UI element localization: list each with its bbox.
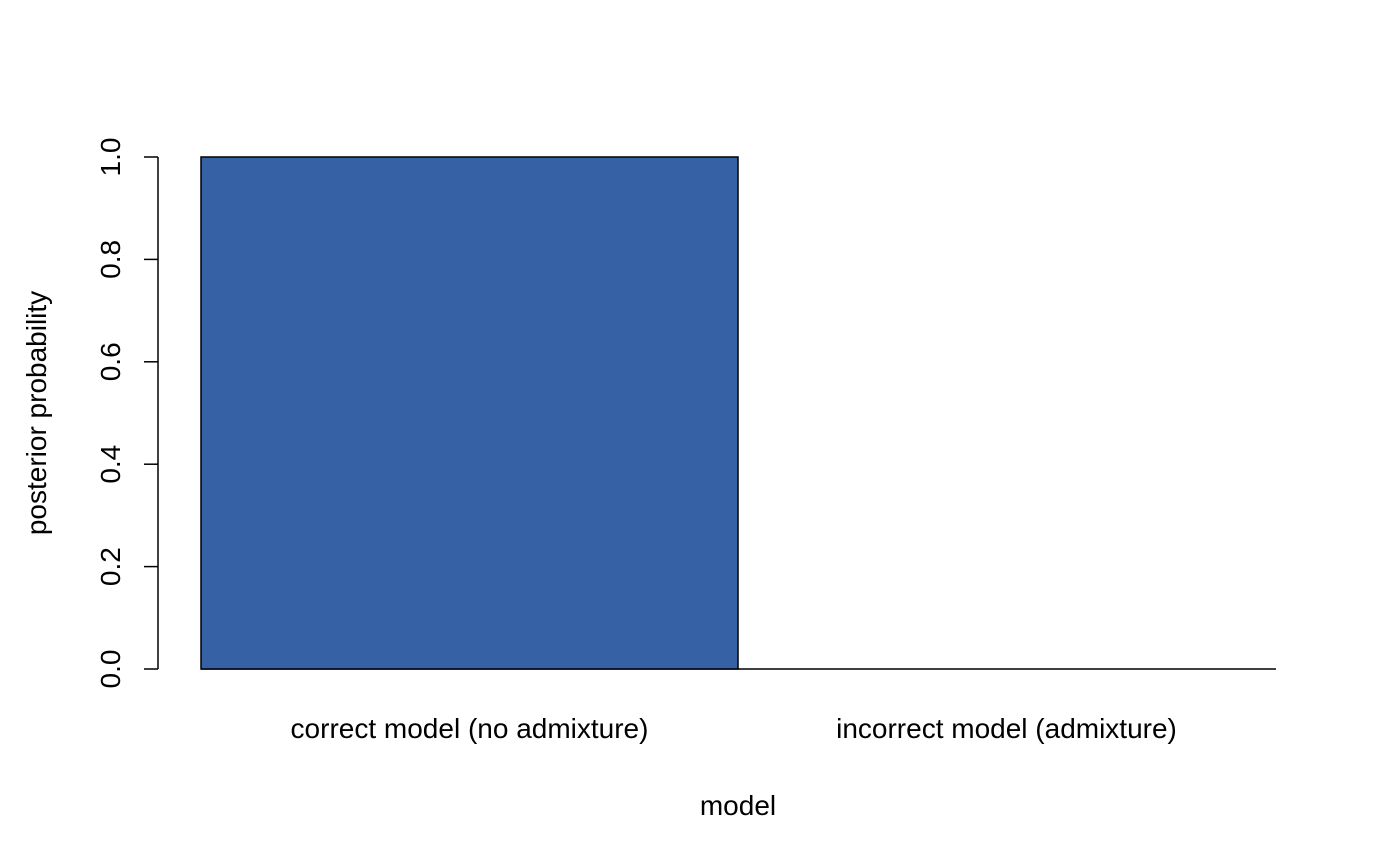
bar: [200, 156, 739, 670]
y-tick-label: 0.8: [95, 240, 126, 279]
y-tick-label: 0.4: [95, 445, 126, 484]
y-axis: 0.0 0.2 0.4 0.6 0.8 1.0: [95, 138, 159, 689]
x-category-labels: correct model (no admixture) incorrect mo…: [291, 713, 1177, 744]
x-axis-title: model: [700, 790, 776, 821]
y-tick-label: 0.6: [95, 342, 126, 381]
x-category-label: incorrect model (admixture): [836, 713, 1177, 744]
y-tick-label: 0.2: [95, 547, 126, 586]
y-tick-label: 1.0: [95, 138, 126, 177]
x-category-label: correct model (no admixture): [291, 713, 649, 744]
y-tick-label: 0.0: [95, 650, 126, 689]
y-axis-title: posterior probability: [21, 291, 52, 535]
bars: [200, 156, 1276, 670]
